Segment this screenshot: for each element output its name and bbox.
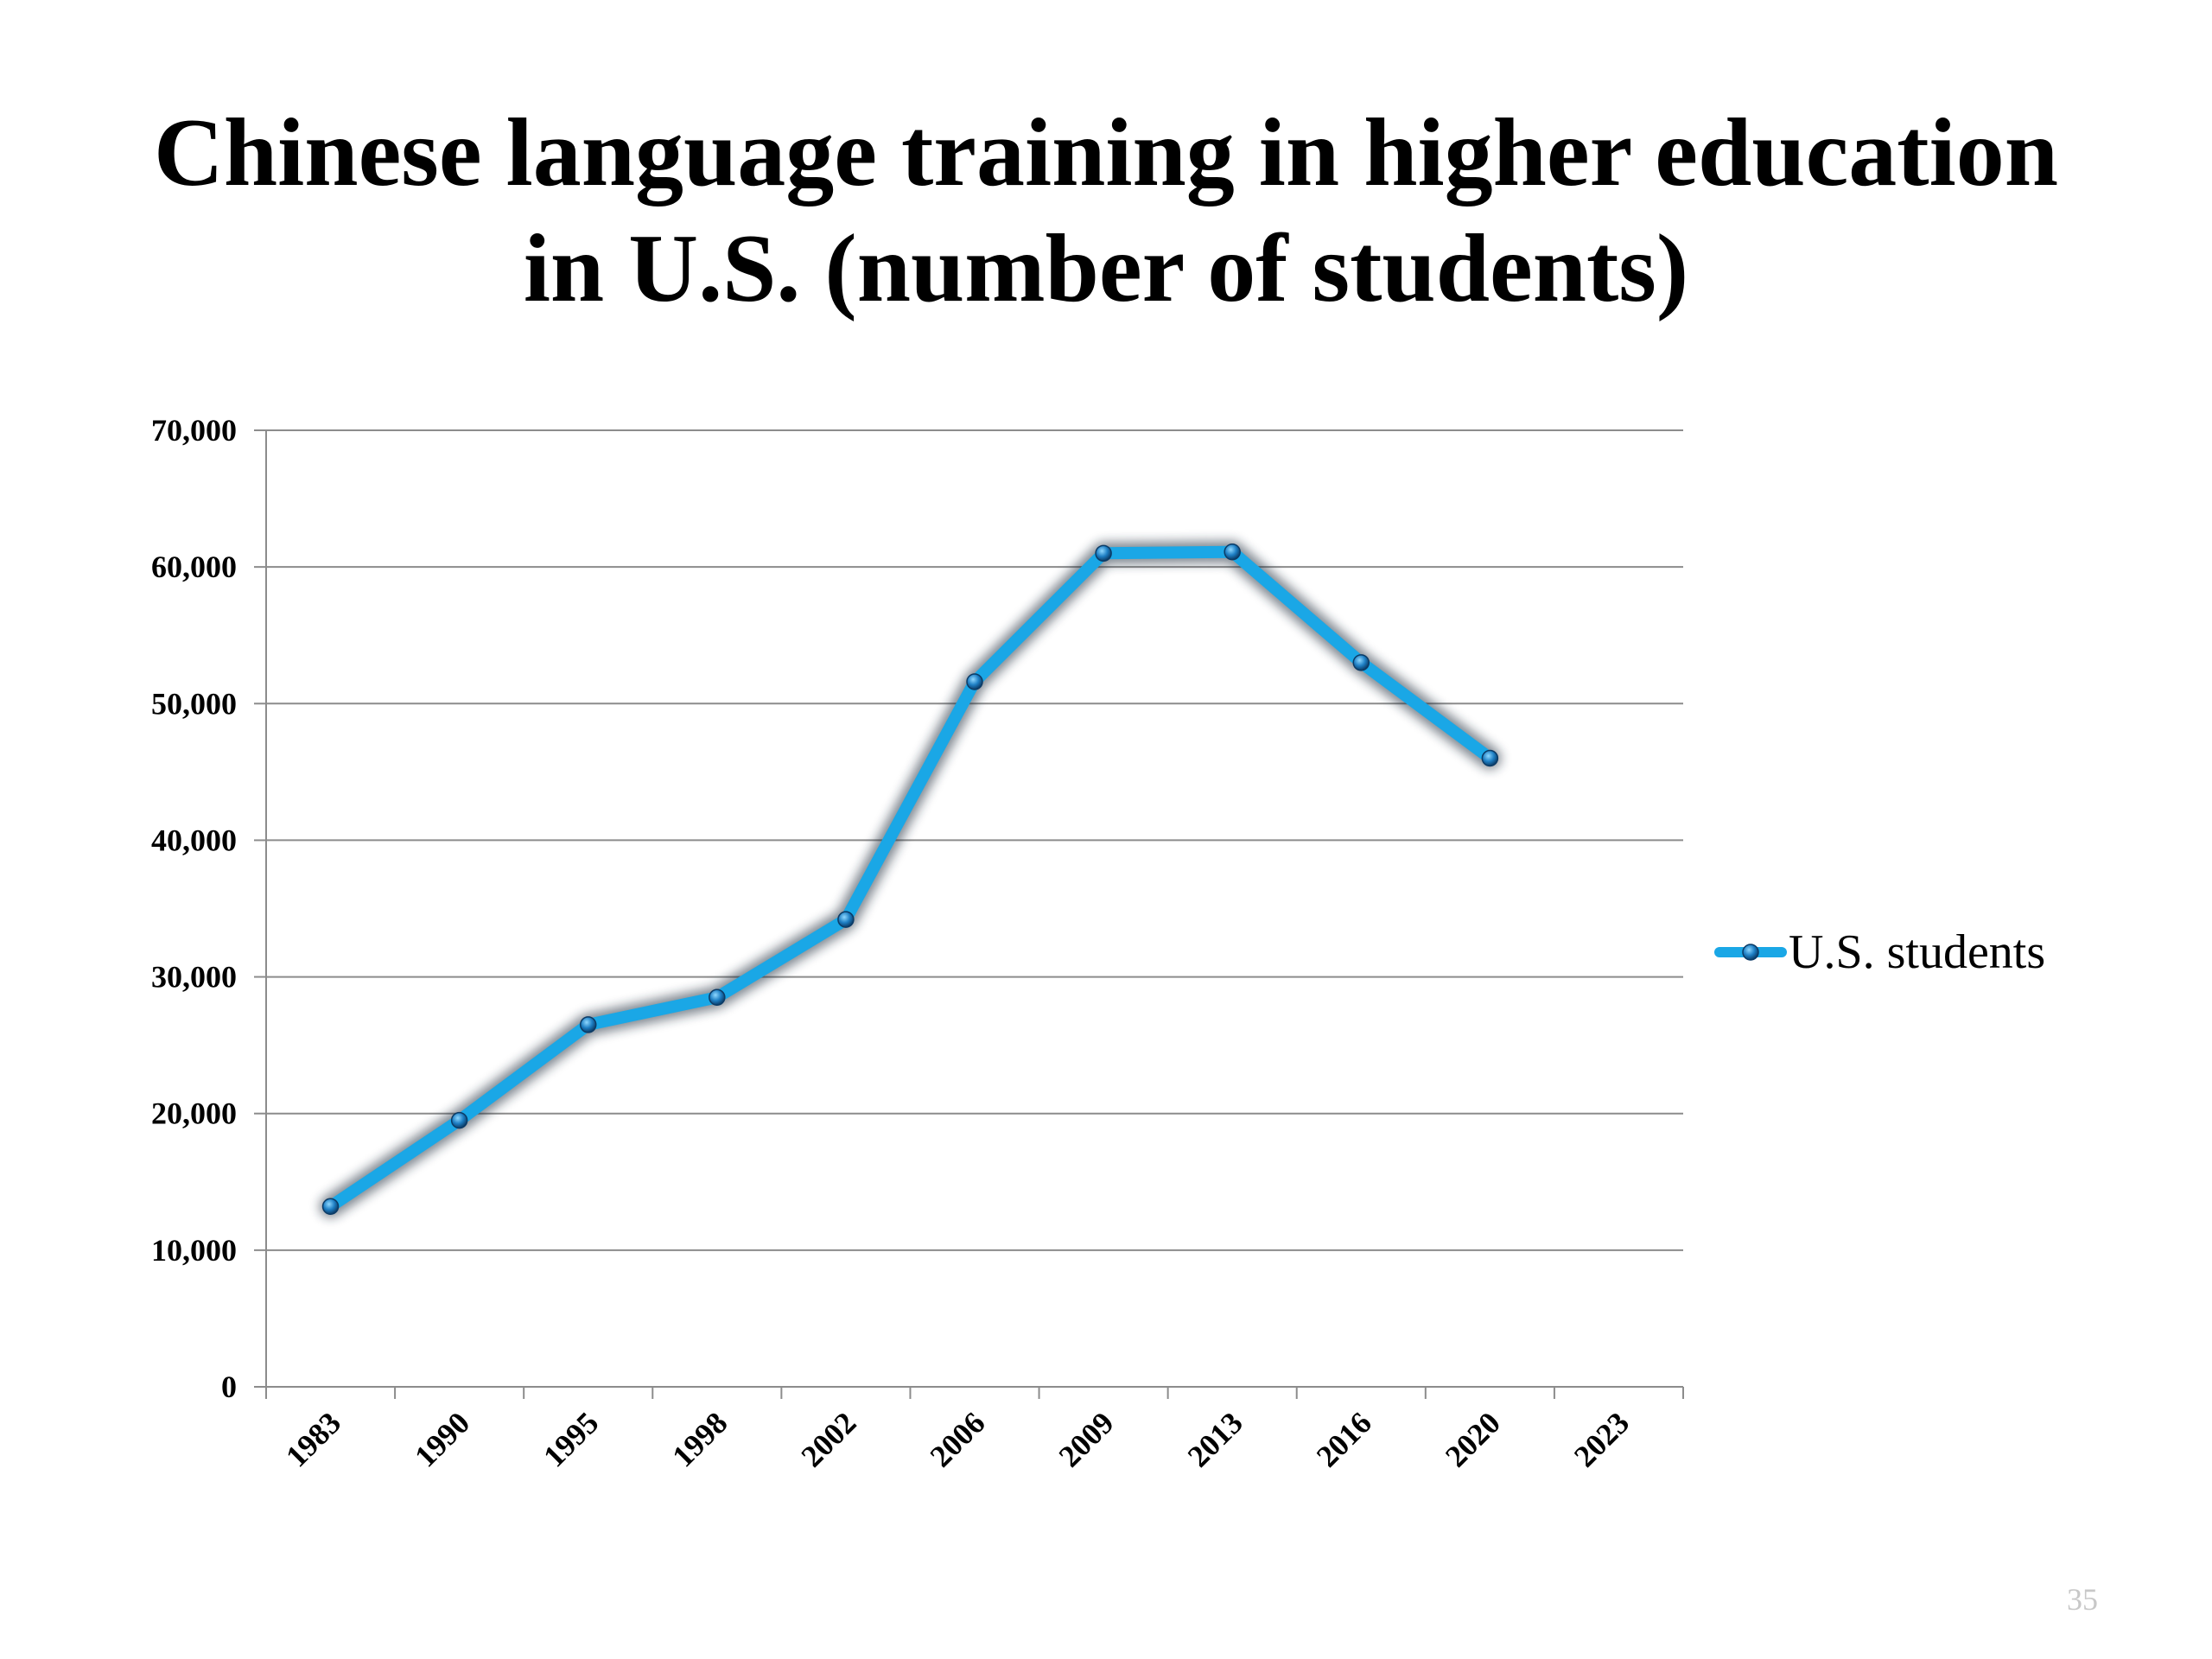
y-tick-label: 70,000 <box>151 413 237 448</box>
x-tick-label: 2013 <box>1181 1405 1249 1473</box>
x-tick-label: 1990 <box>408 1405 476 1473</box>
y-tick-label: 50,000 <box>151 686 237 721</box>
y-tick-label: 20,000 <box>151 1096 237 1131</box>
page-number: 35 <box>2067 1582 2098 1617</box>
x-axis-tick-labels: 1983 1990 1995 1998 2002 2006 2009 2013 2016 2020… <box>279 1405 1636 1473</box>
gridlines <box>266 429 1683 1251</box>
x-tick-label: 2009 <box>1052 1405 1121 1473</box>
slide-title-line-1: Chinese language training in higher educ… <box>153 99 2058 207</box>
y-axis-tick-labels: 0 10,000 20,000 30,000 40,000 50,000 60,000 70,… <box>151 413 237 1404</box>
series-line-shadow <box>319 540 1502 1218</box>
y-tick-label: 0 <box>221 1370 237 1404</box>
legend: U.S. students <box>1714 925 2045 979</box>
data-point <box>579 1016 597 1033</box>
series-line <box>324 545 1497 1213</box>
series-layer <box>319 540 1502 1218</box>
x-tick-label: 2016 <box>1310 1405 1378 1473</box>
x-tick-label: 2006 <box>923 1405 991 1473</box>
x-tick-label: 2020 <box>1439 1405 1507 1473</box>
slide-title-line-2: in U.S. (number of students) <box>523 215 1689 322</box>
data-point <box>321 1198 340 1216</box>
data-point <box>966 673 983 690</box>
x-tick-label: 2002 <box>794 1405 862 1473</box>
slide-title: Chinese language training in higher educ… <box>69 95 2143 327</box>
legend-marker <box>1742 944 1759 961</box>
data-point <box>709 988 726 1007</box>
y-tick-label: 10,000 <box>151 1233 237 1268</box>
y-tick-label: 60,000 <box>151 550 237 584</box>
y-tick-label: 30,000 <box>151 960 237 995</box>
data-point <box>1352 654 1370 671</box>
y-tick-label: 40,000 <box>151 823 237 857</box>
x-tick-label: 2023 <box>1567 1405 1636 1473</box>
data-point <box>1481 749 1499 767</box>
data-point <box>837 911 855 928</box>
data-point <box>1224 543 1241 561</box>
x-tick-label: 1998 <box>665 1405 734 1473</box>
x-tick-label: 1983 <box>279 1405 347 1473</box>
legend-label: U.S. students <box>1789 925 2045 979</box>
axes <box>254 429 1684 1399</box>
data-point <box>1095 544 1112 563</box>
data-point <box>450 1111 468 1129</box>
x-tick-label: 1995 <box>537 1405 605 1473</box>
